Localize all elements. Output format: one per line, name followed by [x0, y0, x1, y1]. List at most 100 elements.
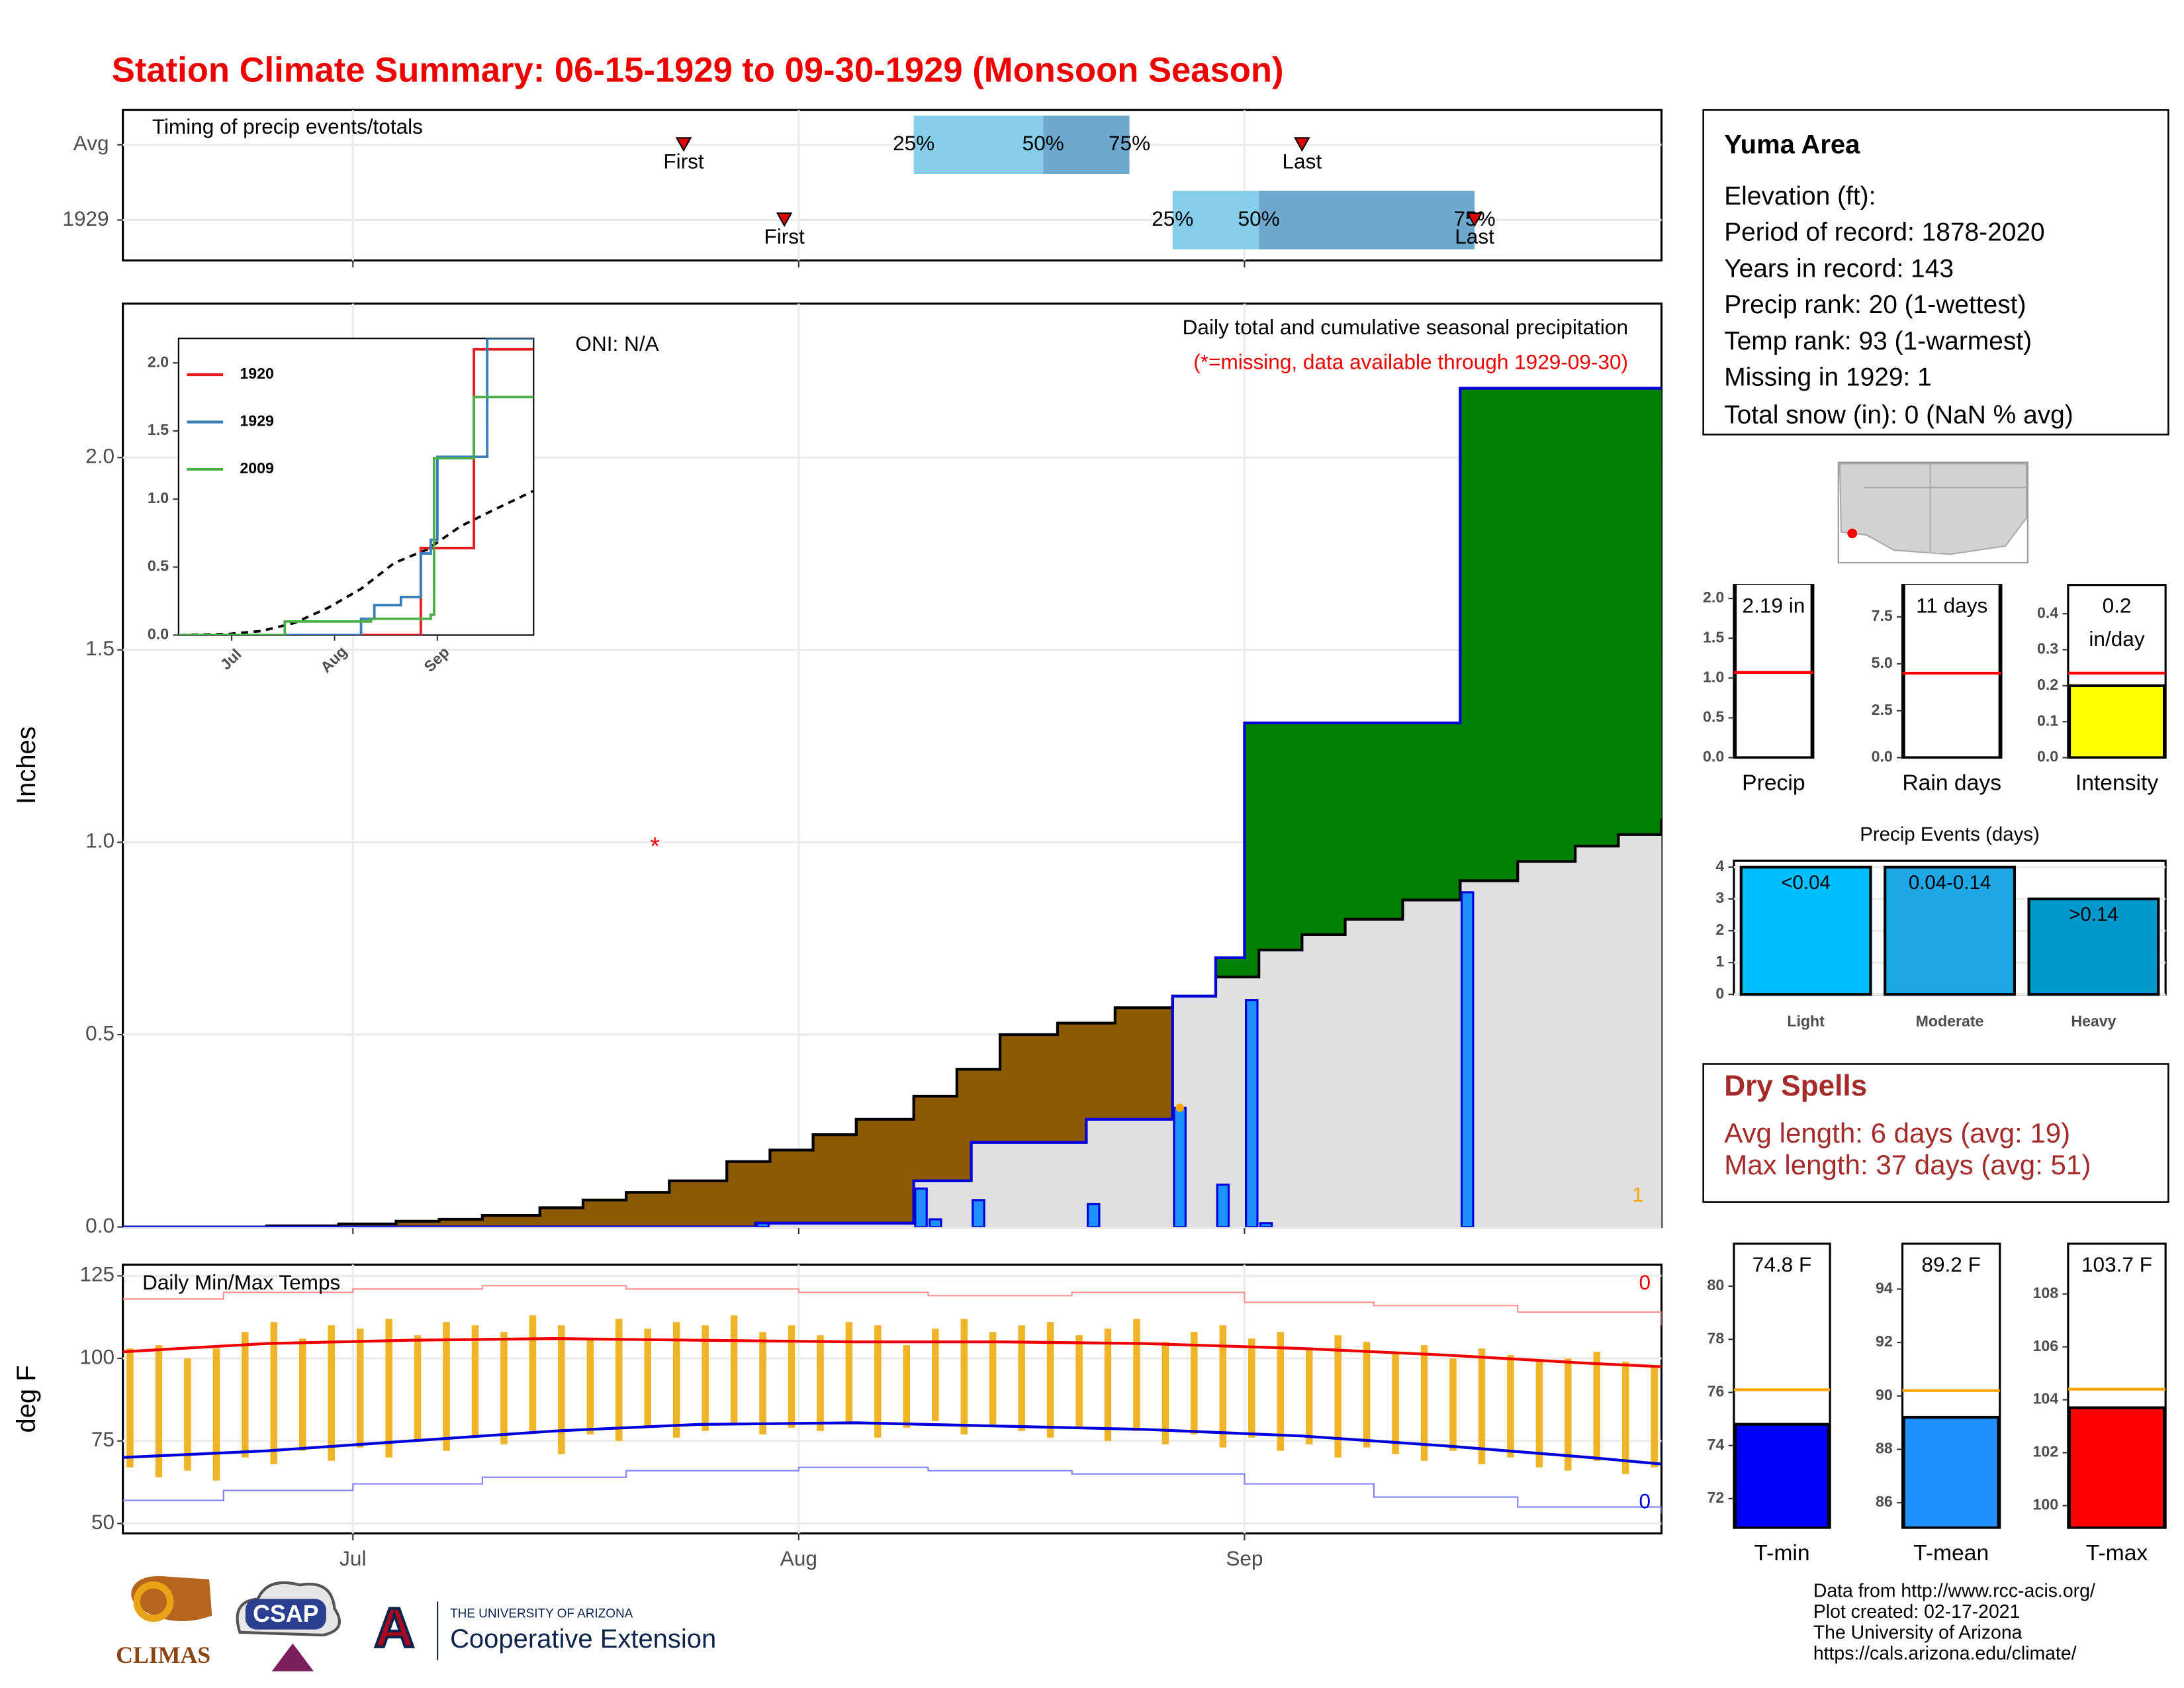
y-tick-label: 76 [1707, 1383, 1724, 1400]
logo-text: THE UNIVERSITY OF ARIZONA [450, 1607, 633, 1620]
y-tick-label: 75 [91, 1427, 114, 1451]
info-title: Yuma Area [1724, 130, 1860, 159]
temp-range-bar [1219, 1325, 1227, 1448]
event-label: First [663, 149, 704, 173]
daily-bar [1460, 891, 1475, 1227]
dry-spells-box [1702, 1063, 2169, 1203]
temp-range-bar [242, 1332, 249, 1458]
y-tick-label: 0.2 [2037, 676, 2058, 693]
temp-range-bar [328, 1325, 335, 1461]
highlight-point [1175, 1103, 1184, 1112]
x-axis-label: T-min [1754, 1541, 1809, 1566]
x-tick-label: Aug [780, 1546, 817, 1570]
legend-label: 1920 [240, 365, 273, 382]
temp-range-bar [874, 1325, 882, 1438]
panel-title: Daily Min/Max Temps [142, 1270, 340, 1294]
y-tick-label: 0.5 [85, 1021, 114, 1045]
missing-marker: * [650, 833, 660, 861]
avg-min-line [122, 1421, 1662, 1466]
footer-line: https://cals.arizona.edu/climate/ [1813, 1643, 2077, 1664]
temp-range-bar [932, 1329, 939, 1421]
value-bar [2068, 1406, 2166, 1528]
temp-range-bar [471, 1325, 479, 1438]
temp-range-bar [1593, 1352, 1601, 1461]
temp-range-bar [989, 1332, 997, 1425]
temp-range-bar [1478, 1348, 1486, 1464]
value-label: 89.2 F [1921, 1252, 1980, 1276]
event-marker [776, 212, 793, 228]
temp-range-bar [500, 1332, 508, 1444]
climas-logo: CLIMAS [116, 1575, 212, 1668]
event-bar [1884, 865, 2016, 996]
footer-line: Plot created: 02-17-2021 [1813, 1601, 2021, 1622]
value-label: 11 days [1916, 594, 1987, 618]
temp-range-bar [788, 1325, 796, 1428]
value-bar [1733, 1423, 1831, 1528]
y-tick-label: 100 [79, 1344, 114, 1368]
inset-plot [178, 338, 534, 635]
temp-range-bar [1363, 1342, 1371, 1448]
temp-range-bar [1191, 1332, 1198, 1434]
oni-label: ONI: N/A [575, 332, 659, 355]
temp-range-bar [1075, 1335, 1083, 1428]
x-tick-label: Light [1787, 1012, 1825, 1029]
temp-range-bar [1535, 1362, 1543, 1468]
event-marker [1466, 212, 1483, 228]
dry-spells-title: Dry Spells [1724, 1070, 1867, 1102]
quartile-label: 75% [1109, 131, 1150, 155]
quartile-bar [1172, 191, 1259, 250]
average-line [122, 819, 1662, 1227]
y-tick-label: 50 [91, 1510, 114, 1534]
dry-spells-line: Avg length: 6 days (avg: 19) [1724, 1117, 2070, 1149]
event-bar [2027, 897, 2160, 996]
y-axis-label: deg F [12, 1365, 41, 1432]
temp-range-bar [1248, 1338, 1255, 1438]
value-label: 74.8 F [1752, 1252, 1811, 1276]
record-max-line [122, 1285, 1662, 1326]
temp-range-bar [1104, 1329, 1112, 1441]
daily-bar [756, 1222, 770, 1227]
info-line: Elevation (ft): [1724, 182, 1876, 211]
bin-label: <0.04 [1781, 872, 1831, 894]
temp-range-bar [1565, 1358, 1572, 1471]
temp-range-bar [1277, 1332, 1284, 1451]
temp-range-bar [1507, 1355, 1514, 1458]
temp-range-bar [385, 1319, 392, 1458]
event-label: Last [1455, 224, 1494, 248]
y-tick-label: 0.0 [1703, 748, 1724, 765]
y-tick-label: 1 [1715, 953, 1724, 970]
value-bar [2068, 684, 2166, 758]
ua-logo: A THE UNIVERSITY OF ARIZONA Cooperative … [359, 1595, 716, 1660]
logo-shape [271, 1643, 314, 1671]
temp-range-bar [270, 1322, 278, 1464]
series-line [178, 348, 534, 635]
y-tick-label: 0 [1715, 984, 1724, 1002]
temp-range-bar [1392, 1352, 1399, 1454]
daily-bar [1173, 1106, 1187, 1227]
subtitle: Daily total and cumulative seasonal prec… [1183, 315, 1628, 339]
temps-plot [122, 1285, 1662, 1514]
y-tick-label: 94 [1876, 1280, 1893, 1297]
quartile-label: 50% [1238, 207, 1280, 230]
panel-plot [2068, 1387, 2166, 1528]
y-tick-label: 90 [1876, 1386, 1893, 1403]
temp-range-bar [845, 1322, 853, 1425]
y-tick-label: 92 [1876, 1333, 1893, 1350]
event-marker [1294, 137, 1310, 152]
temp-range-bar [1651, 1365, 1658, 1468]
daily-bar [1259, 1222, 1273, 1227]
y-tick-label: 0.1 [2037, 712, 2058, 729]
quartile-bar [913, 115, 1044, 174]
y-tick-label: 78 [1707, 1329, 1724, 1346]
y-tick-label: 1.5 [148, 421, 169, 438]
temp-range-bar [1161, 1342, 1169, 1444]
temp-range-bar [586, 1338, 594, 1434]
daily-bar [1216, 1184, 1230, 1227]
logo-shape [245, 1599, 326, 1630]
temp-range-bar [1046, 1322, 1054, 1438]
temp-range-bar [1305, 1348, 1313, 1444]
info-line: Temp rank: 93 (1-warmest) [1724, 327, 2032, 355]
temp-range-bar [414, 1335, 422, 1441]
info-line: Years in record: 143 [1724, 254, 1954, 283]
y-tick-label: 2.0 [148, 353, 169, 370]
